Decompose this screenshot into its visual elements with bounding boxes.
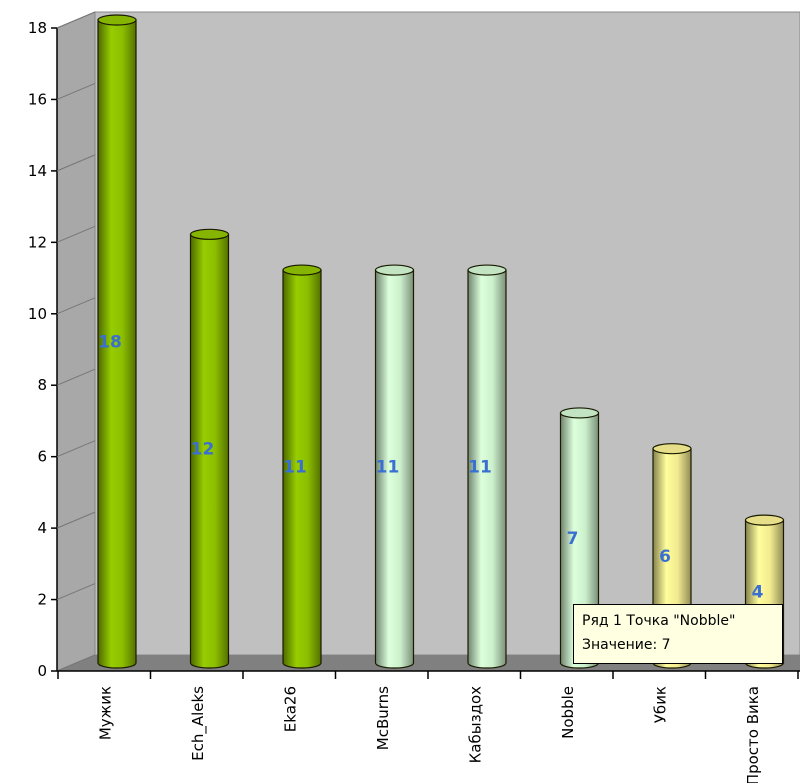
data-label: 11 (283, 458, 307, 478)
bar[interactable] (467, 264, 507, 669)
bar-top (652, 443, 692, 455)
data-label: 7 (567, 529, 579, 549)
y-axis: 0 2 4 6 8 10 12 14 16 18 (28, 11, 96, 680)
x-axis (57, 670, 800, 679)
y-depth-line (56, 154, 96, 172)
bar-top (467, 264, 507, 276)
y-tick-label: 4 (37, 519, 47, 537)
y-tick-label: 0 (37, 662, 47, 680)
data-label: 11 (376, 458, 400, 478)
bar-body (282, 269, 322, 669)
category-label: Eka26 (282, 686, 300, 732)
y-depth-line (56, 654, 96, 672)
bar-series (97, 14, 785, 669)
category-label: McBurns (374, 686, 392, 750)
bar-top (559, 407, 600, 419)
tooltip-series-point: Ряд 1 Точка "Nobble" (582, 613, 736, 629)
bar-top (282, 264, 322, 276)
bar-top (189, 228, 230, 240)
category-labels: Мужик Ech_Aleks Eka26 McBurns Кабыздох Nobble… (97, 686, 763, 783)
bar-body (467, 269, 507, 669)
y-depth-line (56, 511, 96, 529)
y-depth-line (56, 11, 96, 29)
y-depth-line (56, 440, 96, 458)
category-label: Мужик (97, 686, 115, 740)
bar[interactable] (374, 264, 415, 669)
tooltip: Ряд 1 Точка "Nobble" Значение: 7 (573, 604, 783, 664)
bar[interactable] (97, 14, 137, 669)
tooltip-value: Значение: 7 (582, 637, 671, 653)
bar-body (97, 19, 137, 669)
y-depth-line (56, 297, 96, 315)
y-tick-label: 18 (28, 19, 47, 37)
y-tick-label: 10 (28, 305, 47, 323)
bar-body (374, 269, 415, 669)
chart-side-wall (56, 11, 96, 672)
data-labels: 18 12 11 11 11 7 6 4 (98, 333, 763, 603)
data-label: 6 (659, 547, 671, 567)
category-label: Просто Вика (744, 686, 762, 783)
y-tick-label: 14 (28, 162, 47, 180)
data-label: 12 (191, 440, 215, 460)
data-label: 18 (98, 333, 122, 353)
category-label: Кабыздох (467, 686, 485, 763)
y-tick-label: 2 (37, 591, 47, 609)
y-tick-label: 16 (28, 90, 47, 108)
data-label: 11 (468, 458, 492, 478)
y-depth-line (56, 583, 96, 601)
bar[interactable] (189, 228, 230, 669)
data-label: 4 (752, 583, 764, 603)
y-depth-line (56, 225, 96, 243)
bar-top (97, 14, 137, 26)
y-depth-line (56, 82, 96, 100)
bar-body (189, 233, 230, 669)
category-label: Nobble (559, 686, 577, 739)
y-tick-label: 8 (37, 376, 47, 394)
y-depth-line (56, 368, 96, 386)
bar-top (374, 264, 415, 276)
category-label: Убик (652, 686, 670, 723)
category-label: Ech_Aleks (189, 686, 208, 761)
bar[interactable] (282, 264, 322, 669)
y-tick-label: 6 (37, 448, 47, 466)
y-tick-label: 12 (28, 233, 47, 251)
bar-top (744, 514, 785, 526)
